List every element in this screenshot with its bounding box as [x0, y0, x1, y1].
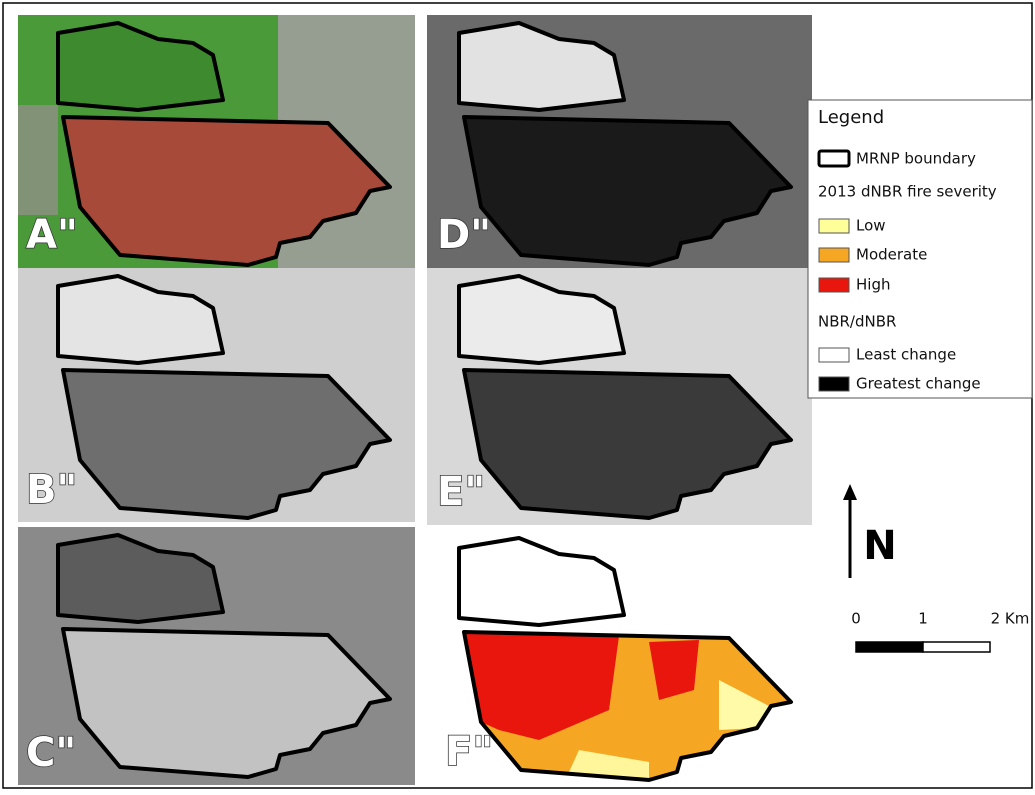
panel-label: B"	[26, 467, 77, 513]
scale-label: 2 Km	[991, 610, 1030, 628]
figure: A" B" C" D" E"	[0, 0, 1035, 791]
legend-entry: Least change	[856, 346, 956, 364]
legend-subtitle: 2013 dNBR fire severity	[818, 183, 997, 201]
panel-label: E"	[437, 469, 485, 515]
legend-entry: High	[856, 276, 890, 294]
panel-label: A"	[26, 212, 78, 258]
panel-label: F"	[445, 729, 493, 775]
north-label: N	[863, 523, 896, 569]
panel-b: B"	[18, 268, 415, 522]
legend-entry: Moderate	[856, 246, 927, 264]
legend-entry: Greatest change	[856, 375, 981, 393]
legend-entry: Low	[856, 217, 886, 235]
panel-f: F"	[427, 530, 812, 785]
legend-title: Legend	[818, 107, 884, 128]
panel-c: C"	[18, 527, 415, 785]
legend-entry: MRNP boundary	[856, 150, 976, 168]
legend-subtitle: NBR/dNBR	[818, 313, 896, 331]
panel-e: E"	[427, 268, 812, 525]
panel-d: D"	[427, 15, 812, 268]
legend: Legend MRNP boundary 2013 dNBR fire seve…	[808, 100, 1032, 398]
panel-label: D"	[437, 212, 491, 258]
panel-label: C"	[26, 730, 76, 776]
scale-label: 1	[918, 610, 928, 628]
scale-label: 0	[851, 610, 861, 628]
panel-a: A"	[18, 15, 415, 268]
